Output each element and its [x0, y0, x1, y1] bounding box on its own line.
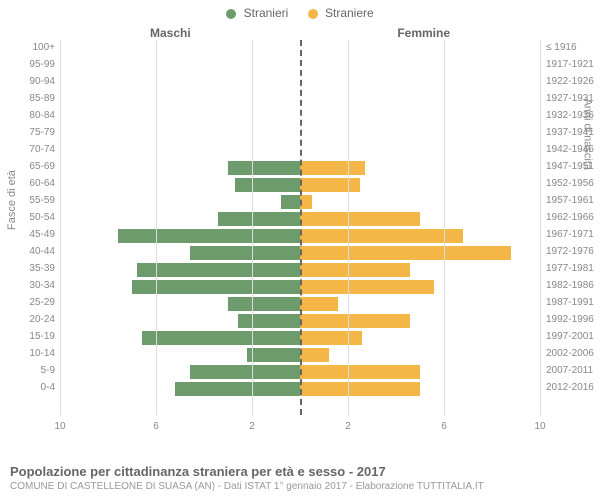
- x-tick: 10: [534, 421, 545, 432]
- year-label: 1987-1991: [546, 297, 600, 308]
- chart-title: Popolazione per cittadinanza straniera p…: [10, 464, 590, 479]
- bar-male: [118, 229, 300, 243]
- year-label: 1962-1966: [546, 212, 600, 223]
- age-label: 50-54: [5, 212, 55, 223]
- bar-female: [300, 297, 338, 311]
- year-label: 1977-1981: [546, 263, 600, 274]
- bar-male: [235, 178, 300, 192]
- age-label: 90-94: [5, 76, 55, 87]
- bar-female: [300, 348, 329, 362]
- year-label: 1932-1936: [546, 110, 600, 121]
- year-label: 1942-1946: [546, 144, 600, 155]
- bar-male: [137, 263, 300, 277]
- x-tick: 6: [441, 421, 447, 432]
- bar-male: [190, 365, 300, 379]
- age-label: 95-99: [5, 59, 55, 70]
- age-label: 75-79: [5, 127, 55, 138]
- year-label: 1952-1956: [546, 178, 600, 189]
- legend-male-label: Stranieri: [244, 6, 289, 20]
- year-label: ≤ 1916: [546, 42, 600, 53]
- age-label: 30-34: [5, 280, 55, 291]
- x-tick: 10: [54, 421, 65, 432]
- bar-female: [300, 178, 360, 192]
- bar-female: [300, 212, 420, 226]
- bar-female: [300, 280, 434, 294]
- bar-female: [300, 382, 420, 396]
- bar-male: [218, 212, 300, 226]
- bar-male: [228, 297, 300, 311]
- footer: Popolazione per cittadinanza straniera p…: [10, 464, 590, 492]
- bar-male: [175, 382, 300, 396]
- year-label: 2007-2011: [546, 365, 600, 376]
- bar-male: [190, 246, 300, 260]
- female-dot-icon: [308, 9, 318, 19]
- pyramid-chart: Stranieri Straniere Maschi Femmine Fasce…: [0, 0, 600, 500]
- year-label: 2012-2016: [546, 382, 600, 393]
- year-label: 1972-1976: [546, 246, 600, 257]
- bar-female: [300, 331, 362, 345]
- age-label: 5-9: [5, 365, 55, 376]
- age-label: 45-49: [5, 229, 55, 240]
- male-half: [60, 40, 300, 440]
- year-label: 1967-1971: [546, 229, 600, 240]
- x-tick: 6: [153, 421, 159, 432]
- bar-female: [300, 314, 410, 328]
- year-label: 1922-1926: [546, 76, 600, 87]
- bar-female: [300, 263, 410, 277]
- age-label: 60-64: [5, 178, 55, 189]
- age-label: 85-89: [5, 93, 55, 104]
- year-label: 1927-1931: [546, 93, 600, 104]
- x-tick: 2: [345, 421, 351, 432]
- age-label: 40-44: [5, 246, 55, 257]
- age-label: 20-24: [5, 314, 55, 325]
- year-label: 1917-1921: [546, 59, 600, 70]
- legend-male: Stranieri: [226, 6, 288, 20]
- legend-female: Straniere: [308, 6, 374, 20]
- age-label: 10-14: [5, 348, 55, 359]
- bar-female: [300, 161, 365, 175]
- year-label: 1982-1986: [546, 280, 600, 291]
- age-label: 15-19: [5, 331, 55, 342]
- legend: Stranieri Straniere: [0, 6, 600, 20]
- column-header-male: Maschi: [150, 26, 191, 40]
- bar-male: [281, 195, 300, 209]
- center-divider: [300, 40, 302, 415]
- bar-female: [300, 229, 463, 243]
- bar-female: [300, 246, 511, 260]
- year-label: 1947-1951: [546, 161, 600, 172]
- year-label: 1992-1996: [546, 314, 600, 325]
- year-label: 1957-1961: [546, 195, 600, 206]
- bar-male: [132, 280, 300, 294]
- bar-male: [247, 348, 300, 362]
- age-label: 80-84: [5, 110, 55, 121]
- age-label: 25-29: [5, 297, 55, 308]
- bar-male: [238, 314, 300, 328]
- legend-female-label: Straniere: [325, 6, 374, 20]
- age-label: 0-4: [5, 382, 55, 393]
- year-label: 1937-1941: [546, 127, 600, 138]
- year-label: 2002-2006: [546, 348, 600, 359]
- chart-area: 22661010100+≤ 191695-991917-192190-94192…: [60, 40, 540, 440]
- age-label: 65-69: [5, 161, 55, 172]
- year-label: 1997-2001: [546, 331, 600, 342]
- age-label: 100+: [5, 42, 55, 53]
- age-label: 70-74: [5, 144, 55, 155]
- x-tick: 2: [249, 421, 255, 432]
- column-header-female: Femmine: [397, 26, 450, 40]
- male-dot-icon: [226, 9, 236, 19]
- bar-male: [228, 161, 300, 175]
- age-label: 35-39: [5, 263, 55, 274]
- age-label: 55-59: [5, 195, 55, 206]
- bar-female: [300, 365, 420, 379]
- bar-male: [142, 331, 300, 345]
- female-half: [300, 40, 540, 440]
- chart-subtitle: COMUNE DI CASTELLEONE DI SUASA (AN) - Da…: [10, 481, 590, 492]
